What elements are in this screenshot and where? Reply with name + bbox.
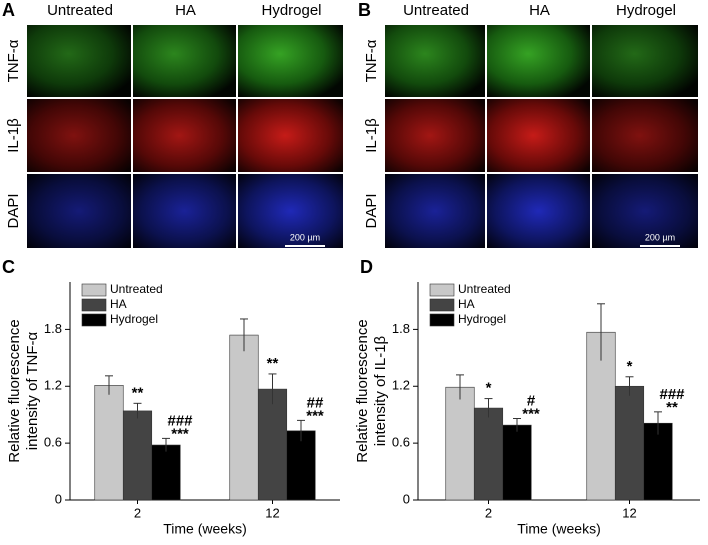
significance-label: ## — [307, 394, 324, 411]
micrograph-signal — [487, 25, 590, 97]
micrograph-signal — [385, 25, 485, 97]
legend-swatch — [81, 298, 107, 312]
micrograph-signal — [238, 174, 343, 248]
bar — [643, 422, 673, 501]
y-axis-label: intensity of TNF-α — [24, 331, 41, 450]
scale-bar-label: 200 µm — [290, 232, 320, 242]
bar — [286, 430, 316, 501]
column-label: Untreated — [403, 2, 469, 19]
legend-label: HA — [110, 297, 127, 311]
x-axis-label: Time (weeks) — [517, 521, 601, 537]
y-tick-label: 0 — [403, 491, 410, 506]
micrograph-signal — [592, 25, 698, 97]
bar — [229, 334, 259, 501]
column-label: Hydrogel — [261, 2, 321, 19]
micrograph-signal — [133, 25, 236, 97]
row-label: DAPI — [363, 193, 380, 228]
bar — [151, 444, 181, 501]
micrograph-signal — [27, 174, 131, 248]
column-label: HA — [175, 2, 196, 19]
bar — [614, 385, 645, 501]
legend-swatch — [429, 283, 455, 297]
row-label: DAPI — [5, 193, 22, 228]
bar — [502, 424, 532, 501]
y-tick-label: 0.6 — [392, 435, 410, 450]
significance-label: *** — [522, 405, 540, 422]
y-tick-label: 0.6 — [44, 435, 62, 450]
micrograph-signal — [385, 174, 485, 248]
x-tick-label: 2 — [134, 505, 141, 520]
legend-swatch — [81, 283, 107, 297]
row-label: TNF-α — [363, 39, 380, 82]
legend-label: Untreated — [458, 282, 511, 296]
y-axis-label: intensity of IL-1β — [372, 335, 389, 446]
column-label: Untreated — [47, 2, 113, 19]
significance-label: ### — [167, 412, 193, 429]
x-tick-label: 12 — [622, 505, 636, 520]
bar — [94, 385, 124, 501]
bar — [122, 410, 153, 501]
y-tick-label: 1.8 — [392, 321, 410, 336]
panel-label: B — [358, 0, 371, 20]
legend-swatch — [429, 298, 455, 312]
significance-label: ** — [267, 355, 279, 372]
micrograph-signal — [133, 174, 236, 248]
micrograph-signal — [238, 25, 343, 97]
y-axis-label: Relative fluorescence — [6, 319, 23, 462]
bar — [257, 388, 288, 501]
y-axis-label: Relative fluorescence — [354, 319, 371, 462]
micrograph-signal — [592, 174, 698, 248]
panel-label: D — [360, 257, 373, 277]
legend-label: HA — [458, 297, 475, 311]
significance-label: ### — [659, 386, 685, 403]
micrograph-signal — [487, 99, 590, 172]
scale-bar-label: 200 µm — [645, 232, 675, 242]
significance-label: * — [627, 358, 633, 375]
x-tick-label: 2 — [485, 505, 492, 520]
column-label: HA — [529, 2, 550, 19]
legend-swatch — [429, 313, 455, 327]
y-tick-label: 1.8 — [44, 321, 62, 336]
y-tick-label: 0 — [55, 491, 62, 506]
significance-label: ** — [666, 399, 678, 416]
significance-label: # — [527, 392, 536, 409]
x-axis-label: Time (weeks) — [163, 521, 247, 537]
x-tick-label: 12 — [265, 505, 279, 520]
significance-label: *** — [171, 425, 189, 442]
legend-label: Untreated — [110, 282, 163, 296]
micrograph-signal — [27, 25, 131, 97]
significance-label: * — [486, 380, 492, 397]
bar — [445, 386, 475, 501]
micrograph-signal — [487, 174, 590, 248]
legend-label: Hydrogel — [458, 312, 506, 326]
row-label: TNF-α — [5, 39, 22, 82]
micrograph-signal — [133, 99, 236, 172]
micrograph-signal — [27, 99, 131, 172]
row-label: IL-1β — [5, 118, 22, 153]
significance-label: ** — [132, 384, 144, 401]
micrograph-signal — [592, 99, 698, 172]
bar — [473, 407, 504, 501]
panel-label: A — [2, 0, 15, 20]
legend-label: Hydrogel — [110, 312, 158, 326]
micrograph-signal — [238, 99, 343, 172]
column-label: Hydrogel — [616, 2, 676, 19]
y-tick-label: 1.2 — [392, 378, 410, 393]
significance-label: *** — [306, 407, 324, 424]
row-label: IL-1β — [363, 118, 380, 153]
panel-label: C — [2, 257, 15, 277]
micrograph-signal — [385, 99, 485, 172]
legend-swatch — [81, 313, 107, 327]
y-tick-label: 1.2 — [44, 378, 62, 393]
